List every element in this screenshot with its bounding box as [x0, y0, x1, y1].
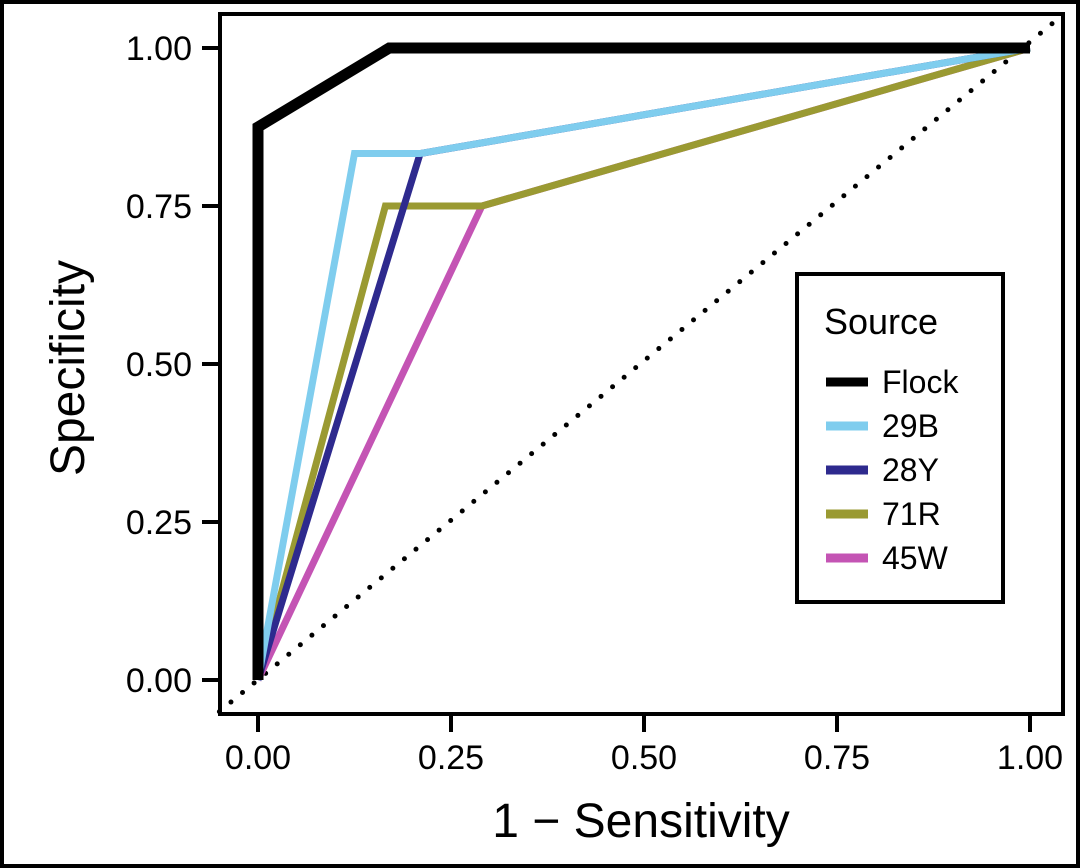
series-line-flock	[252, 42, 1030, 680]
y-tick-label: 0.75	[126, 188, 192, 226]
x-tick-label: 0.25	[418, 739, 484, 777]
y-tick-label: 0.25	[126, 504, 192, 542]
x-tick-label: 1.00	[997, 739, 1063, 777]
legend-title: Source	[824, 301, 938, 342]
x-tick-label: 0.00	[225, 739, 291, 777]
legend-label-flock: Flock	[882, 364, 959, 400]
x-tick-label: 0.75	[804, 739, 870, 777]
legend-entries: Flock 29B 28Y 71R 45W	[826, 364, 959, 576]
reference-diagonal-line	[216, 13, 1064, 715]
x-axis: 0.00 0.25 0.50 0.75 1.00	[225, 714, 1063, 777]
legend: Source Flock 29B 28Y 71R 45W	[795, 272, 1005, 604]
y-tick-label: 1.00	[126, 30, 192, 68]
plot-area	[216, 13, 1064, 715]
y-tick-label: 0.50	[126, 346, 192, 384]
y-tick-label: 0.00	[126, 662, 192, 700]
legend-box	[795, 272, 1005, 604]
y-axis-title: Specificity	[42, 260, 95, 476]
series-line-29b	[254, 44, 1031, 681]
legend-label-71r: 71R	[882, 496, 941, 532]
series-line-71r	[254, 44, 1031, 681]
legend-label-45w: 45W	[882, 540, 949, 576]
x-axis-title: 1 − Sensitivity	[492, 795, 789, 848]
legend-label-29b: 29B	[882, 408, 939, 444]
y-axis: 0.00 0.25 0.50 0.75 1.00	[126, 30, 220, 700]
chart-frame: 0.00 0.25 0.50 0.75 1.00 0.00 0.25 0.50 0.75 1.0…	[4, 4, 1076, 864]
roc-chart: 0.00 0.25 0.50 0.75 1.00 0.00 0.25 0.50 0.75 1.0…	[42, 12, 1065, 848]
x-tick-label: 0.50	[611, 739, 677, 777]
legend-label-28y: 28Y	[882, 452, 939, 488]
